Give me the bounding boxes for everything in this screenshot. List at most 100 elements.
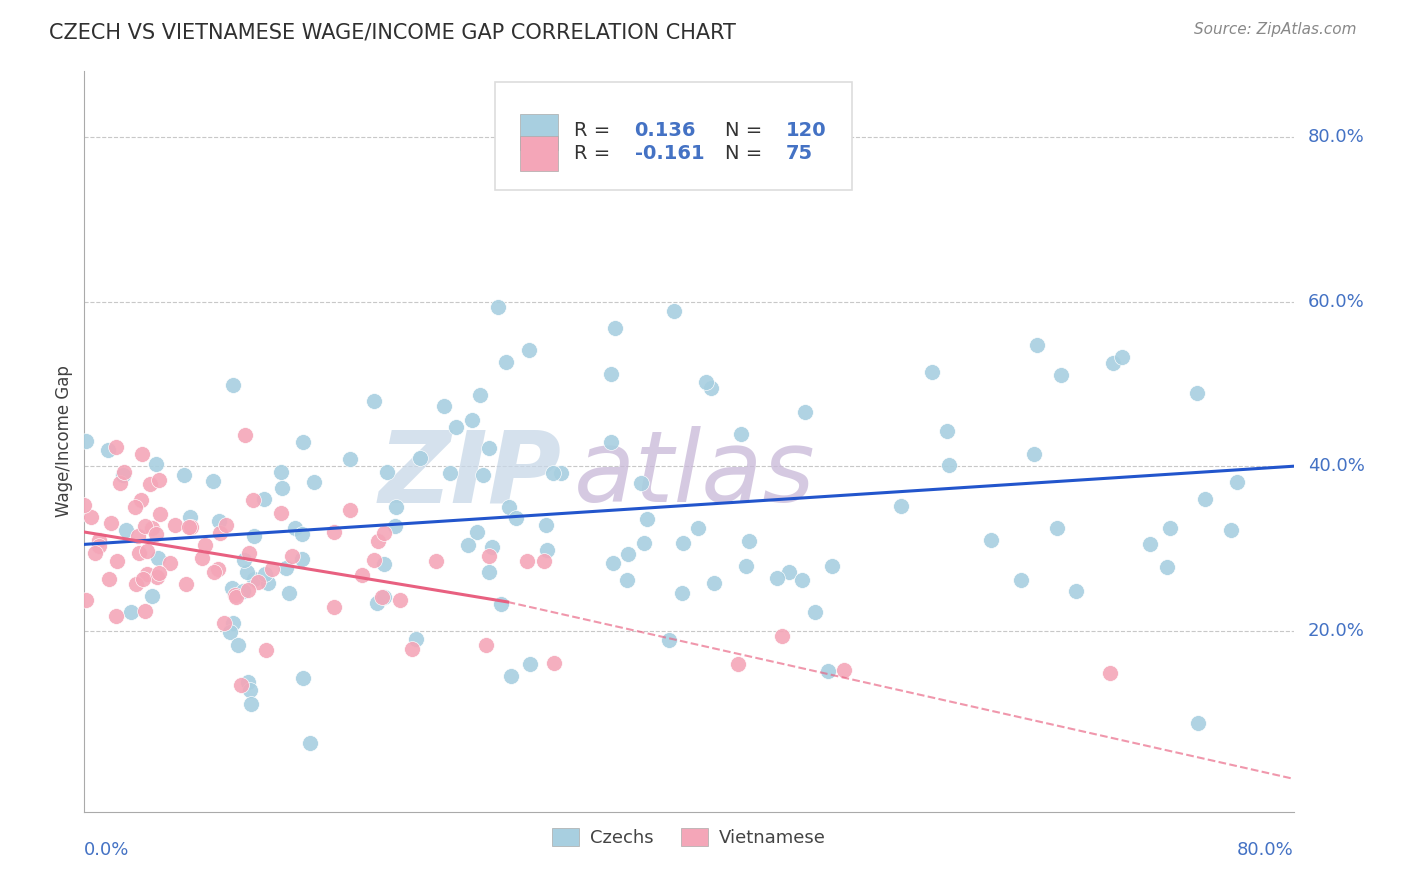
- Point: [735, 558, 758, 573]
- Point: [363, 393, 385, 408]
- Point: [1194, 492, 1216, 507]
- Point: [278, 586, 301, 600]
- Point: [131, 447, 153, 461]
- Point: [457, 538, 479, 552]
- Point: [366, 596, 388, 610]
- Point: [127, 529, 149, 543]
- Point: [409, 451, 432, 466]
- Point: [688, 521, 710, 535]
- Point: [672, 536, 695, 550]
- Point: [793, 404, 815, 418]
- Point: [1099, 665, 1122, 680]
- Point: [176, 577, 198, 591]
- Point: [662, 303, 685, 318]
- Point: [262, 562, 284, 576]
- Point: [146, 569, 169, 583]
- Text: Source: ZipAtlas.com: Source: ZipAtlas.com: [1194, 22, 1357, 37]
- Point: [179, 509, 201, 524]
- Point: [339, 452, 361, 467]
- Point: [243, 529, 266, 543]
- Point: [141, 589, 163, 603]
- Point: [600, 367, 623, 381]
- Text: 80.0%: 80.0%: [1308, 128, 1365, 146]
- Point: [87, 539, 110, 553]
- Point: [134, 519, 156, 533]
- Point: [766, 571, 789, 585]
- Point: [1026, 338, 1049, 352]
- Bar: [520, 114, 558, 150]
- Point: [215, 517, 238, 532]
- Point: [1064, 583, 1087, 598]
- Point: [208, 514, 231, 528]
- Point: [702, 576, 724, 591]
- Point: [804, 605, 827, 619]
- Point: [617, 547, 640, 561]
- Point: [208, 526, 231, 541]
- FancyBboxPatch shape: [495, 82, 852, 190]
- Point: [478, 565, 501, 579]
- Point: [385, 500, 408, 514]
- Point: [543, 657, 565, 671]
- Point: [1226, 475, 1249, 490]
- Text: R =: R =: [574, 121, 617, 140]
- Point: [87, 533, 110, 548]
- Point: [132, 572, 155, 586]
- Point: [534, 518, 557, 533]
- Point: [238, 675, 260, 690]
- Point: [533, 554, 555, 568]
- Point: [291, 526, 314, 541]
- Point: [98, 573, 121, 587]
- Point: [323, 600, 346, 615]
- Y-axis label: Wage/Income Gap: Wage/Income Gap: [55, 366, 73, 517]
- Point: [541, 466, 564, 480]
- Point: [145, 458, 167, 472]
- Point: [229, 678, 252, 692]
- Point: [1187, 715, 1209, 730]
- Point: [148, 473, 170, 487]
- Point: [257, 575, 280, 590]
- Text: R =: R =: [574, 144, 617, 163]
- Point: [671, 586, 693, 600]
- Point: [699, 381, 721, 395]
- Point: [980, 533, 1002, 548]
- Point: [225, 591, 247, 605]
- Point: [519, 657, 541, 671]
- Point: [516, 554, 538, 568]
- Point: [367, 534, 389, 549]
- Point: [179, 520, 201, 534]
- Point: [770, 629, 793, 643]
- Point: [254, 643, 277, 657]
- Point: [536, 542, 558, 557]
- Point: [139, 476, 162, 491]
- Point: [498, 500, 520, 514]
- Point: [129, 492, 152, 507]
- Point: [433, 399, 456, 413]
- Point: [302, 475, 325, 490]
- Point: [1159, 521, 1181, 535]
- Point: [478, 441, 501, 455]
- Point: [75, 593, 97, 607]
- Point: [148, 566, 170, 580]
- Text: 40.0%: 40.0%: [1308, 458, 1365, 475]
- Point: [323, 524, 346, 539]
- Point: [636, 512, 658, 526]
- Point: [194, 538, 217, 552]
- Point: [246, 574, 269, 589]
- Point: [695, 375, 717, 389]
- Point: [284, 521, 307, 535]
- Point: [298, 736, 321, 750]
- Point: [1046, 521, 1069, 535]
- Point: [1111, 350, 1133, 364]
- Point: [115, 524, 138, 538]
- Point: [104, 609, 127, 624]
- Point: [100, 516, 122, 531]
- Point: [389, 593, 412, 607]
- Point: [281, 549, 304, 564]
- Point: [232, 553, 254, 567]
- Legend: Czechs, Vietnamese: Czechs, Vietnamese: [546, 821, 832, 855]
- Point: [938, 458, 960, 472]
- Point: [148, 550, 170, 565]
- Point: [475, 639, 498, 653]
- Text: atlas: atlas: [574, 426, 815, 524]
- Point: [1102, 356, 1125, 370]
